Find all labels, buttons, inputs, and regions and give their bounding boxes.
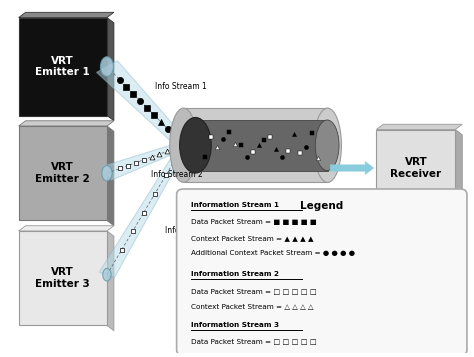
Text: Data Packet Stream = ■ ■ ■ ■ ■: Data Packet Stream = ■ ■ ■ ■ ■ [191,219,316,225]
Text: Info Stream 3: Info Stream 3 [164,226,217,235]
Polygon shape [18,12,114,17]
Text: VRT
Receiver: VRT Receiver [390,157,441,179]
Text: VRT
Emitter 3: VRT Emitter 3 [36,267,90,289]
FancyBboxPatch shape [177,189,467,355]
Text: Info Stream 2: Info Stream 2 [151,170,202,179]
Polygon shape [96,61,189,148]
Ellipse shape [314,108,341,182]
Ellipse shape [103,268,111,281]
Text: Legend: Legend [300,201,343,211]
Polygon shape [456,130,462,212]
Bar [18,126,107,221]
Polygon shape [107,231,114,331]
Bar [195,120,328,171]
Text: Context Packet Stream = △ △ △ △: Context Packet Stream = △ △ △ △ [191,303,313,309]
Text: Information Stream 3: Information Stream 3 [191,322,279,328]
Ellipse shape [170,108,197,182]
Bar [183,108,328,182]
Ellipse shape [315,120,339,171]
Text: VRT
Emitter 2: VRT Emitter 2 [36,162,90,184]
Text: Data Packet Stream = □ □ □ □ □: Data Packet Stream = □ □ □ □ □ [191,288,316,294]
Polygon shape [102,142,186,180]
Text: Context Packet Stream = ▲ ▲ ▲ ▲: Context Packet Stream = ▲ ▲ ▲ ▲ [191,235,313,241]
Polygon shape [18,121,114,126]
Ellipse shape [102,166,112,181]
Text: Data Link: Data Link [216,192,258,201]
Ellipse shape [100,57,113,76]
Polygon shape [18,226,114,231]
Text: Information Stream 1: Information Stream 1 [191,202,279,208]
Polygon shape [376,124,462,130]
Text: Information Stream 2: Information Stream 2 [191,271,279,277]
Text: Additional Context Packet Stream = ● ● ● ●: Additional Context Packet Stream = ● ● ●… [191,250,355,256]
Polygon shape [99,144,187,277]
Polygon shape [107,126,114,226]
Text: Info Stream 1: Info Stream 1 [155,82,207,91]
Text: Data Packet Stream = □ □ □ □ □: Data Packet Stream = □ □ □ □ □ [191,338,316,343]
Polygon shape [107,17,114,121]
Bar [376,130,456,206]
Ellipse shape [180,117,211,173]
Bar [18,231,107,326]
Text: VRT
Emitter 1: VRT Emitter 1 [36,56,90,77]
Bar [18,17,107,116]
